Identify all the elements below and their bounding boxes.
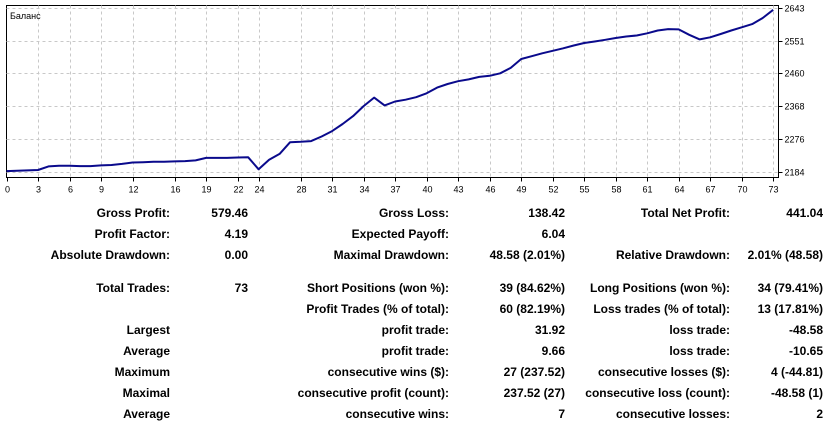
stat-value: 48.58 (2.01%) xyxy=(489,248,565,262)
x-tick-label: 9 xyxy=(99,185,104,195)
stats-row: Maximum consecutive wins ($): 27 (237.52) c… xyxy=(0,362,826,383)
stat-label: Maximum xyxy=(114,365,170,379)
stat-label: Relative Drawdown: xyxy=(615,248,730,262)
stats-row: Average profit trade: 9.66 loss trade: -10.6… xyxy=(0,341,826,362)
x-tick-label: 6 xyxy=(68,185,73,195)
stat-label: Expected Payoff: xyxy=(351,227,449,241)
x-axis: 0 3 6 9 12 16 19 22 24 28 31 34 37 40 43 46 49 52 55 58 61 64… xyxy=(5,177,779,195)
stat-value: 73 xyxy=(234,281,248,295)
stat-label: consecutive profit (count): xyxy=(297,386,449,400)
stat-label: Profit Factor: xyxy=(94,227,170,241)
stat-label: Gross Loss: xyxy=(378,206,449,220)
x-tick-label: 16 xyxy=(170,185,180,195)
stat-value: 13 (17.81%) xyxy=(757,302,823,316)
stats-row: Profit Trades (% of total): 60 (82.19%) Lo… xyxy=(0,299,826,320)
stat-value: 39 (84.62%) xyxy=(499,281,565,295)
x-tick-label: 0 xyxy=(5,185,10,195)
x-tick-label: 46 xyxy=(485,185,495,195)
x-tick-label: 24 xyxy=(254,185,264,195)
stats-row: Average consecutive wins: 7 consecutive los… xyxy=(0,404,826,425)
stat-label: Average xyxy=(123,407,170,421)
stat-value: 34 (79.41%) xyxy=(757,281,823,295)
x-tick-label: 3 xyxy=(36,185,41,195)
y-tick-label: 2184 xyxy=(785,168,805,178)
x-tick-label: 70 xyxy=(737,185,747,195)
stat-label: consecutive loss (count): xyxy=(585,386,730,400)
stat-value: 31.92 xyxy=(534,323,565,337)
stat-value: 6.04 xyxy=(541,227,565,241)
stat-value: 9.66 xyxy=(541,344,565,358)
balance-chart: Баланс 2184 2276 2368 2460 2551 2643 0 3 6 9 12 16… xyxy=(5,4,805,195)
stat-value: 2.01% (48.58) xyxy=(747,248,823,262)
x-tick-label: 64 xyxy=(674,185,684,195)
grid-lines xyxy=(6,5,779,178)
x-tick-label: 37 xyxy=(390,185,400,195)
stat-label: Average xyxy=(123,344,170,358)
stat-label: profit trade: xyxy=(381,323,449,337)
stat-label: consecutive losses ($): xyxy=(597,365,730,379)
x-tick-label: 31 xyxy=(327,185,337,195)
stat-label: Long Positions (won %): xyxy=(590,281,730,295)
stat-label: Maximal Drawdown: xyxy=(333,248,449,262)
stat-label: Largest xyxy=(126,323,170,337)
x-tick-label: 61 xyxy=(642,185,652,195)
stat-label: Short Positions (won %): xyxy=(307,281,449,295)
stat-value: 7 xyxy=(558,407,565,421)
balance-line xyxy=(6,9,774,173)
stat-label: loss trade: xyxy=(669,323,730,337)
stat-value: 60 (82.19%) xyxy=(499,302,565,316)
stat-label: Total Trades: xyxy=(96,281,170,295)
stat-value: 4 (-44.81) xyxy=(770,365,823,379)
stat-label: loss trade: xyxy=(669,344,730,358)
stat-label: consecutive wins ($): xyxy=(327,365,449,379)
y-axis: 2184 2276 2368 2460 2551 2643 xyxy=(778,4,805,178)
x-tick-label: 73 xyxy=(768,185,778,195)
stats-row: Total Trades: 73 Short Positions (won %): 3… xyxy=(0,278,826,299)
x-tick-label: 19 xyxy=(201,185,211,195)
stats-row: Profit Factor: 4.19 Expected Payoff: 6.04 xyxy=(0,224,826,245)
chart-title: Баланс xyxy=(10,11,41,21)
x-tick-label: 67 xyxy=(705,185,715,195)
stat-label: Profit Trades (% of total): xyxy=(306,302,449,316)
stat-label: Absolute Drawdown: xyxy=(50,248,170,262)
stat-label: profit trade: xyxy=(381,344,449,358)
x-tick-label: 55 xyxy=(579,185,589,195)
stat-value: 237.52 (27) xyxy=(503,386,565,400)
stat-value: -48.58 (1) xyxy=(770,386,823,400)
x-tick-label: 52 xyxy=(548,185,558,195)
x-tick-label: 58 xyxy=(611,185,621,195)
stat-label: consecutive losses: xyxy=(615,407,730,421)
stat-label: Loss trades (% of total): xyxy=(593,302,730,316)
stats-row: Gross Profit: 579.46 Gross Loss: 138.42 Tota… xyxy=(0,203,826,224)
y-tick-label: 2460 xyxy=(785,69,805,79)
y-tick-label: 2276 xyxy=(785,135,805,145)
stat-value: 441.04 xyxy=(786,206,823,220)
stats-row: Absolute Drawdown: 0.00 Maximal Drawdown: 4… xyxy=(0,245,826,266)
stat-value: 4.19 xyxy=(224,227,248,241)
x-tick-label: 34 xyxy=(359,185,369,195)
stat-value: 27 (237.52) xyxy=(503,365,565,379)
x-tick-label: 49 xyxy=(516,185,526,195)
stat-value: -48.58 xyxy=(788,323,823,337)
stat-value: 0.00 xyxy=(224,248,248,262)
plot-frame xyxy=(6,5,779,178)
x-tick-label: 22 xyxy=(233,185,243,195)
y-tick-label: 2551 xyxy=(785,37,805,47)
stat-value: 2 xyxy=(816,407,823,421)
x-tick-label: 40 xyxy=(422,185,432,195)
stat-label: Maximal xyxy=(122,386,170,400)
stat-value: 138.42 xyxy=(528,206,565,220)
y-tick-label: 2643 xyxy=(785,4,805,14)
x-tick-label: 28 xyxy=(296,185,306,195)
stats-row: Largest profit trade: 31.92 loss trade: -48.… xyxy=(0,320,826,341)
stat-label: Gross Profit: xyxy=(96,206,170,220)
y-tick-label: 2368 xyxy=(785,102,805,112)
stat-label: Total Net Profit: xyxy=(640,206,730,220)
stat-label: consecutive wins: xyxy=(345,407,449,421)
stat-value: 579.46 xyxy=(211,206,248,220)
stats-row: Maximal consecutive profit (count): 237.52… xyxy=(0,383,826,404)
stat-value: -10.65 xyxy=(788,344,823,358)
x-tick-label: 12 xyxy=(128,185,138,195)
x-tick-label: 43 xyxy=(453,185,463,195)
